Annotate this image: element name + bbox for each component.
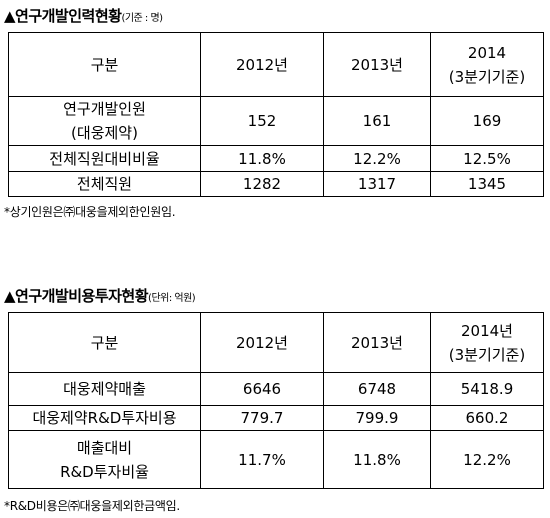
cell-text: 169 [472,112,502,130]
cell-text: 779.7 [240,409,284,427]
cell-text: 2013년 [351,333,403,352]
header-cell: 2013년 [323,312,431,373]
table-cell: 799.9 [323,405,431,431]
table-cell: 11.8% [200,145,324,172]
section-title: ▲연구개발인력현황(기준 : 명) [4,5,163,26]
unit: (기준 : 명) [121,13,163,24]
title-text: ▲연구개발비용투자현황 [4,287,149,305]
header-cell: 구분 [8,312,201,373]
table-cell: 161 [323,96,431,146]
cell-text: 대웅제약매출 [63,380,146,398]
table-row: 연구개발인원 (대웅제약) 152 161 169 [8,96,544,146]
cell-text: 11.7% [238,450,286,469]
cell-text: 구분 [90,55,119,74]
title-text: ▲연구개발인력현황 [4,7,122,25]
header-cell: 2014년 (3분기기준) [430,312,544,373]
table-cell: 12.2% [323,145,431,172]
header-cell: 2014 (3분기기준) [430,32,544,97]
cell-text: 연구개발인원 [63,100,146,118]
cell-text: 2012년 [236,333,288,352]
cell-text: 799.9 [355,409,399,427]
cell-text: (3분기기준) [448,67,526,86]
table-cell: 779.7 [200,405,324,431]
cell-text: 전체직원대비비율 [49,149,160,168]
table-cell: 대웅제약R&D투자비용 [8,405,201,431]
cell-text: R&D투자비율 [60,462,149,481]
table-row: 매출대비 R&D투자비율 11.7% 11.8% 12.2% [8,430,544,489]
table-cell: 6646 [200,372,324,406]
cell-text: 12.5% [463,149,511,168]
cell-text: 161 [362,112,392,130]
table-cell: 660.2 [430,405,544,431]
cell-text: 6748 [357,380,397,398]
table-cell: 매출대비 R&D투자비율 [8,430,201,489]
header-cell: 구분 [8,32,201,97]
table-cell: 12.5% [430,145,544,172]
table: 구분 2012년 2013년 2014 (3분기기준) 연구개발인원 (대웅제약) 152 16… [8,32,544,197]
cell-text: 2014 [467,43,507,62]
cell-text: 1317 [357,175,397,193]
table-cell: 6748 [323,372,431,406]
section-title: ▲연구개발비용투자현황(단위: 억원) [4,285,196,306]
cell-text: 2012년 [236,55,288,74]
table-cell: 전체직원 [8,171,201,197]
cell-text: 5418.9 [460,380,514,398]
cell-text: (대웅제약) [71,124,138,142]
cell-text: 2014년 [461,321,513,340]
cell-text: 6646 [242,380,282,398]
header-cell: 2012년 [200,32,324,97]
table-row: 구분 2012년 2013년 2014 (3분기기준) [8,32,544,97]
note: *상기인원은㈜대웅을제외한인원임. [4,205,176,219]
cell-text: 1345 [467,175,507,193]
table-cell: 1345 [430,171,544,197]
cell-text: 매출대비 [76,438,133,457]
cell-text: 전체직원 [76,175,133,193]
note: *R&D비용은㈜대웅을제외한금액임. [4,499,180,513]
cell-text: (3분기기준) [448,345,526,364]
table-row: 전체직원대비비율 11.8% 12.2% 12.5% [8,145,544,172]
cell-text: 11.8% [353,450,401,469]
cell-text: 12.2% [463,450,511,469]
table-cell: 152 [200,96,324,146]
table-row: 대웅제약매출 6646 6748 5418.9 [8,372,544,406]
table-cell: 5418.9 [430,372,544,406]
header-cell: 2013년 [323,32,431,97]
unit: (단위: 억원) [148,293,196,304]
table-cell: 1317 [323,171,431,197]
table-cell: 연구개발인원 (대웅제약) [8,96,201,146]
table-cell: 11.8% [323,430,431,489]
table-cell: 11.7% [200,430,324,489]
table-cell: 전체직원대비비율 [8,145,201,172]
cell-text: 152 [247,112,277,130]
cell-text: 12.2% [353,149,401,168]
cell-text: 구분 [90,333,119,352]
table-row: 구분 2012년 2013년 2014년 (3분기기준) [8,312,544,373]
table-cell: 12.2% [430,430,544,489]
cell-text: 2013년 [351,55,403,74]
header-cell: 2012년 [200,312,324,373]
table-cell: 1282 [200,171,324,197]
cell-text: 1282 [242,175,282,193]
table-cell: 대웅제약매출 [8,372,201,406]
cell-text: 대웅제약R&D투자비용 [32,409,177,427]
table-cell: 169 [430,96,544,146]
table-row: 대웅제약R&D투자비용 779.7 799.9 660.2 [8,405,544,431]
table-row: 전체직원 1282 1317 1345 [8,171,544,197]
cell-text: 11.8% [238,149,286,168]
cell-text: 660.2 [465,409,509,427]
table: 구분 2012년 2013년 2014년 (3분기기준) 대웅제약매출 6646 6748 54… [8,312,544,489]
